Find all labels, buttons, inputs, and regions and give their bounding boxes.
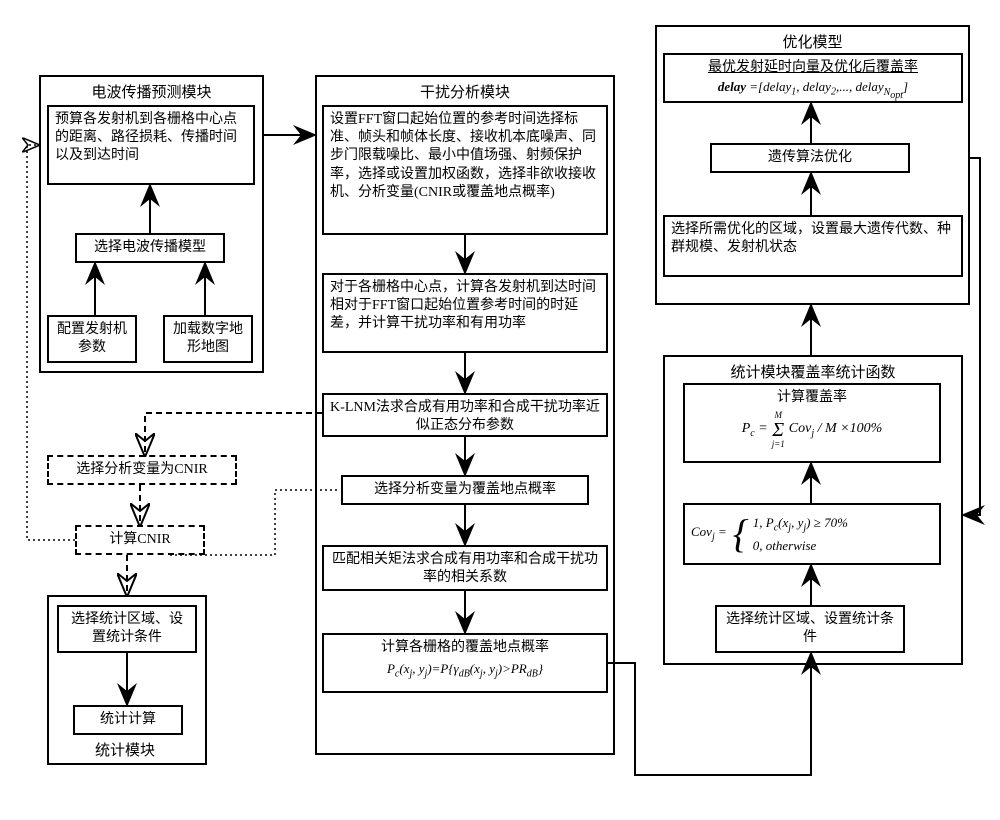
best-delay-label: 最优发射延时向量及优化后覆盖率 [671,59,955,77]
box-select-var: 选择分析变量为覆盖地点概率 [341,475,589,505]
box-select-model: 选择电波传播模型 [75,233,225,263]
box-setup: 设置FFT窗口起始位置的参考时间选择标准、帧头和帧体长度、接收机本底噪声、同步门… [322,105,608,235]
best-delay-formula: delay =[delay1, delay2,..., delayNopt] [671,79,955,102]
box-klnm: K-LNM法求合成有用功率和合成干扰功率近似正态分布参数 [322,393,608,437]
stat-small-label: 统计模块 [85,739,165,760]
box-ga: 遗传算法优化 [710,143,910,173]
box-calc-cov: 计算覆盖率 Pc = M Σ j=1 Covj / M ×100% [683,383,941,463]
box-match: 匹配相关矩法求合成有用功率和合成干扰功率的相关系数 [322,545,608,591]
statistics-title: 统计模块覆盖率统计函数 [665,357,961,386]
interference-title: 干扰分析模块 [317,77,613,106]
box-cfg-tx: 配置发射机参数 [47,315,137,363]
propagation-title: 电波传播预测模块 [41,77,262,106]
box-predict: 预算各发射机到各栅格中心点的距离、路径损耗、传播时间以及到达时间 [47,105,255,185]
piecewise-a: 1, Pc(xj, yj) ≥ 70% [753,513,848,536]
box-calc-cnir: 计算CNIR [75,525,205,555]
box-load-map: 加载数字地形地图 [163,315,253,363]
box-delay: 对于各栅格中心点，计算各发射机到达时间相对于FFT窗口起始位置参考时间的时延差，… [322,273,608,353]
calc-prob-label: 计算各栅格的覆盖地点概率 [330,639,600,657]
optimization-title: 优化模型 [657,27,968,56]
calc-prob-formula: Pc(xj, yj)=P{γdB(xj, yj)>PRdB} [330,661,600,681]
box-select-stat-region: 选择统计区域、设置统计条件 [715,605,905,653]
piecewise-b: 0, otherwise [753,536,848,556]
box-select-stat-small: 选择统计区域、设置统计条件 [57,605,197,653]
calc-cov-label: 计算覆盖率 [691,389,933,407]
box-stat-calc: 统计计算 [73,705,183,735]
box-select-cnir: 选择分析变量为CNIR [47,455,237,485]
box-cov-piecewise: Covj = { 1, Pc(xj, yj) ≥ 70% 0, otherwis… [683,503,941,565]
calc-cov-formula: Pc = M Σ j=1 Covj / M ×100% [691,411,933,449]
box-calc-prob: 计算各栅格的覆盖地点概率 Pc(xj, yj)=P{γdB(xj, yj)>PR… [322,633,608,693]
box-best-delay: 最优发射延时向量及优化后覆盖率 delay =[delay1, delay2,.… [663,53,963,103]
box-select-region: 选择所需优化的区域，设置最大遗传代数、种群规模、发射机状态 [663,215,963,277]
select-region-text: 选择所需优化的区域，设置最大遗传代数、种群规模、发射机状态 [671,222,951,255]
